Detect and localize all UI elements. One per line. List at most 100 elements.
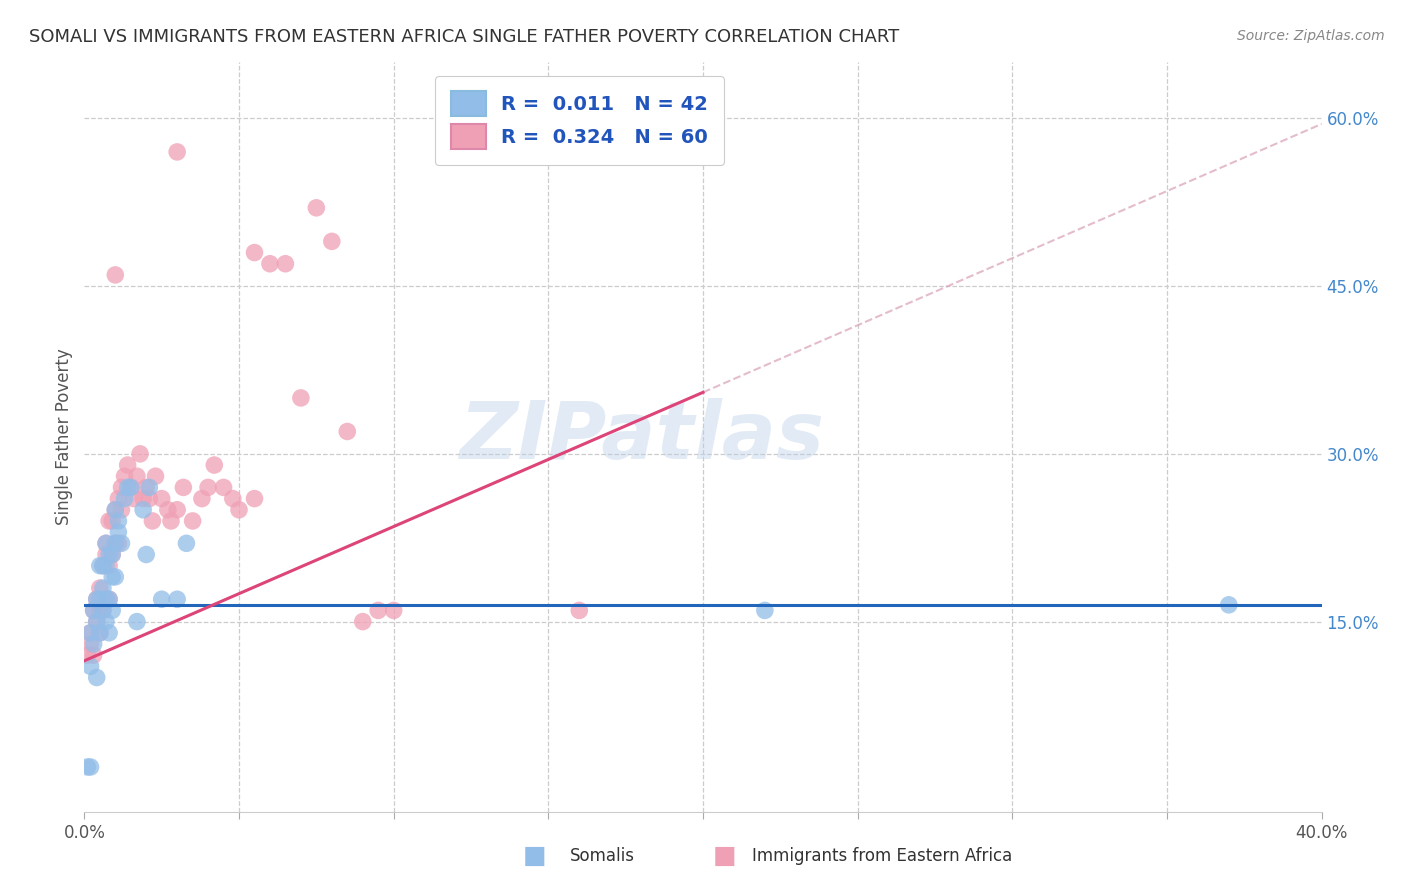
Point	[120, 480, 142, 494]
Point	[94, 558, 117, 573]
Point	[101, 548, 124, 562]
Point	[274, 257, 297, 271]
Point	[101, 514, 124, 528]
Point	[83, 603, 105, 617]
Point	[86, 592, 108, 607]
Point	[79, 625, 101, 640]
Point	[181, 514, 204, 528]
Point	[79, 760, 101, 774]
Y-axis label: Single Father Poverty: Single Father Poverty	[55, 349, 73, 525]
Point	[89, 625, 111, 640]
Point	[132, 491, 155, 506]
Point	[290, 391, 312, 405]
Point	[222, 491, 245, 506]
Point	[98, 548, 121, 562]
Point	[150, 491, 173, 506]
Point	[132, 502, 155, 516]
Point	[145, 469, 167, 483]
Point	[129, 447, 152, 461]
Point	[94, 592, 117, 607]
Text: ■: ■	[713, 845, 735, 868]
Point	[79, 625, 101, 640]
Point	[166, 502, 188, 516]
Point	[86, 615, 108, 629]
Point	[104, 570, 127, 584]
Text: ZIPatlas: ZIPatlas	[458, 398, 824, 476]
Point	[76, 760, 98, 774]
Point	[86, 671, 108, 685]
Point	[122, 491, 145, 506]
Point	[79, 637, 101, 651]
Point	[94, 536, 117, 550]
Point	[83, 603, 105, 617]
Point	[91, 603, 114, 617]
Point	[94, 615, 117, 629]
Point	[83, 648, 105, 662]
Point	[104, 536, 127, 550]
Text: Source: ZipAtlas.com: Source: ZipAtlas.com	[1237, 29, 1385, 43]
Point	[141, 514, 163, 528]
Point	[150, 592, 173, 607]
Point	[754, 603, 776, 617]
Point	[228, 502, 250, 516]
Point	[89, 581, 111, 595]
Point	[212, 480, 235, 494]
Point	[352, 615, 374, 629]
Point	[191, 491, 214, 506]
Point	[197, 480, 219, 494]
Point	[98, 625, 121, 640]
Point	[166, 592, 188, 607]
Point	[336, 425, 359, 439]
Point	[89, 592, 111, 607]
Point	[172, 480, 194, 494]
Point	[568, 603, 591, 617]
Point	[114, 491, 136, 506]
Point	[117, 480, 139, 494]
Point	[104, 502, 127, 516]
Point	[94, 592, 117, 607]
Point	[104, 536, 127, 550]
Point	[98, 592, 121, 607]
Point	[120, 480, 142, 494]
Point	[243, 245, 266, 260]
Point	[114, 469, 136, 483]
Text: Immigrants from Eastern Africa: Immigrants from Eastern Africa	[752, 847, 1012, 865]
Point	[91, 581, 114, 595]
Point	[89, 558, 111, 573]
Point	[98, 514, 121, 528]
Point	[91, 603, 114, 617]
Point	[98, 558, 121, 573]
Point	[107, 491, 129, 506]
Text: Somalis: Somalis	[569, 847, 634, 865]
Legend: R =  0.011   N = 42, R =  0.324   N = 60: R = 0.011 N = 42, R = 0.324 N = 60	[434, 76, 724, 165]
Point	[86, 592, 108, 607]
Point	[110, 480, 132, 494]
Point	[138, 480, 160, 494]
Point	[94, 548, 117, 562]
Point	[117, 458, 139, 472]
Point	[135, 480, 157, 494]
Point	[176, 536, 198, 550]
Point	[98, 592, 121, 607]
Point	[135, 548, 157, 562]
Point	[166, 145, 188, 159]
Point	[79, 659, 101, 673]
Point	[89, 603, 111, 617]
Point	[94, 536, 117, 550]
Point	[138, 491, 160, 506]
Point	[101, 548, 124, 562]
Point	[1218, 598, 1240, 612]
Text: ■: ■	[523, 845, 546, 868]
Point	[89, 625, 111, 640]
Point	[101, 603, 124, 617]
Point	[156, 502, 179, 516]
Point	[76, 648, 98, 662]
Point	[243, 491, 266, 506]
Point	[382, 603, 405, 617]
Point	[86, 615, 108, 629]
Point	[107, 536, 129, 550]
Point	[104, 502, 127, 516]
Point	[107, 514, 129, 528]
Point	[91, 558, 114, 573]
Point	[104, 268, 127, 282]
